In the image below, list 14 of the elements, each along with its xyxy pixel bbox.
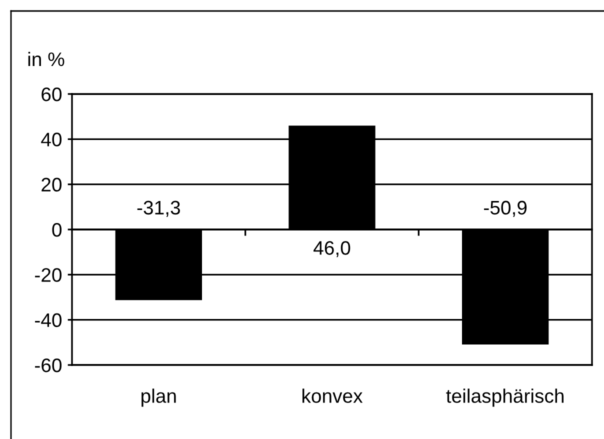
y-tick-label: -20 bbox=[35, 268, 62, 282]
y-tick-label: -60 bbox=[35, 358, 62, 372]
y-axis-title: in % bbox=[28, 52, 64, 66]
y-tick-label: 0 bbox=[52, 222, 62, 237]
y-tick-label: 20 bbox=[42, 178, 62, 192]
data-label: 46,0 bbox=[314, 241, 350, 258]
y-tick-label: 40 bbox=[41, 132, 62, 146]
x-tick-label: plan bbox=[142, 388, 176, 407]
data-label: -31,3 bbox=[137, 200, 180, 217]
x-tick-label: konvex bbox=[302, 388, 363, 403]
y-tick-label: -40 bbox=[35, 313, 62, 328]
y-tick-label: 60 bbox=[42, 87, 62, 102]
data-label: -50,9 bbox=[484, 200, 527, 217]
x-tick-label: teilasphärisch bbox=[446, 388, 564, 407]
